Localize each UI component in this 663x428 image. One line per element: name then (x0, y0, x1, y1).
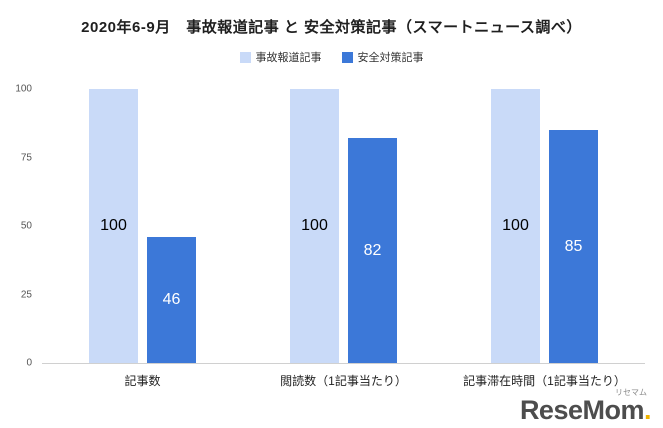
x-axis-label: 記事数 (124, 374, 161, 388)
y-axis-tick: 50 (20, 220, 32, 232)
bar-事故報道記事: 100 (491, 89, 540, 363)
bar-安全対策記事: 82 (348, 138, 397, 363)
bar-value-label: 100 (100, 217, 127, 234)
bar-安全対策記事: 46 (147, 236, 196, 363)
y-axis-tick: 100 (15, 83, 32, 95)
legend-label: 安全対策記事 (357, 52, 424, 64)
chart-area: 0 25 50 75 100 100 46 100 82 100 85 (15, 84, 645, 369)
legend-swatch (239, 51, 251, 63)
page-title: 2020年6-9月 事故報道記事 と 安全対策記事（スマートニュース調べ） (81, 19, 582, 36)
legend-item-1: 安全対策記事 (341, 49, 424, 65)
watermark-dot: . (643, 395, 652, 425)
bar-事故報道記事: 100 (89, 89, 138, 363)
bar-事故報道記事: 100 (290, 89, 339, 363)
x-axis-label: 閲読数（1記事当たり） (280, 374, 407, 388)
y-axis: 0 25 50 75 100 (6, 84, 36, 369)
legend-swatch (341, 51, 353, 63)
bar-value-label: 82 (363, 241, 382, 259)
bar-group: 100 85 (491, 89, 598, 363)
y-axis-tick: 0 (26, 357, 32, 369)
watermark-brand: ReseMom. (519, 395, 652, 425)
bar-安全対策記事: 85 (549, 130, 598, 363)
x-axis-label: 記事滞在時間（1記事当たり） (463, 374, 626, 388)
legend-label: 事故報道記事 (255, 52, 322, 64)
bar-group: 100 46 (89, 89, 196, 363)
legend-item-0: 事故報道記事 (239, 49, 322, 65)
x-axis-labels: 記事数 閲読数（1記事当たり） 記事滞在時間（1記事当たり） (42, 372, 645, 389)
watermark-ruby: リセマム (615, 388, 647, 397)
bar-value-label: 46 (162, 290, 181, 308)
bar-group: 100 82 (290, 89, 397, 363)
bar-value-label: 85 (564, 237, 583, 255)
bar-value-label: 100 (301, 217, 328, 234)
bar-value-label: 100 (502, 217, 529, 234)
y-axis-tick: 75 (20, 152, 32, 163)
legend: 事故報道記事 安全対策記事 (0, 49, 663, 65)
y-axis-tick: 25 (20, 289, 32, 300)
watermark-logo: リセマム ReseMom. (519, 388, 652, 425)
bar-groups: 100 46 100 82 100 85 (42, 89, 645, 363)
